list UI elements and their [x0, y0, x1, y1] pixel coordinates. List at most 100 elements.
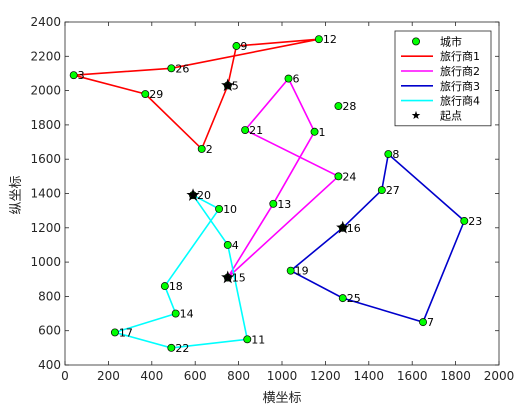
city-point [167, 343, 176, 352]
city-label: 23 [468, 215, 482, 228]
x-tick-label: 1800 [440, 369, 471, 383]
city-label: 25 [347, 292, 361, 305]
city-label: 18 [169, 280, 183, 293]
x-axis-ticks: 0 200 400 600 800 1000 1200 1400 1600 1800 2000 [61, 22, 514, 383]
city-label: 11 [251, 333, 265, 346]
city-point [286, 266, 295, 275]
city-label: 16 [347, 222, 361, 235]
y-tick-label: 1200 [30, 221, 61, 235]
y-tick-label: 1800 [30, 118, 61, 132]
city-label: 27 [386, 184, 400, 197]
x-tick-label: 1200 [310, 369, 341, 383]
city-label: 7 [427, 316, 434, 329]
legend-series-label: 旅行商4 [440, 94, 480, 108]
city-point [377, 186, 386, 195]
city-point [232, 42, 241, 50]
city-label: 29 [149, 88, 163, 101]
city-point [110, 328, 119, 337]
city-label: 2 [206, 143, 213, 156]
y-axis-label: 纵坐标 [9, 175, 24, 214]
x-tick-label: 800 [227, 369, 250, 383]
city-point [141, 90, 150, 98]
city-label: 22 [175, 342, 189, 355]
city-markers-layer [69, 35, 469, 352]
start-markers-layer [186, 78, 350, 284]
city-label: 6 [293, 73, 300, 86]
x-axis-label: 横坐标 [262, 391, 301, 406]
route-line-3 [289, 152, 466, 324]
y-tick-label: 600 [38, 324, 61, 338]
city-label: 3 [78, 69, 85, 82]
start-star [186, 188, 200, 201]
city-label: 26 [175, 62, 189, 75]
city-label: 1 [319, 126, 326, 139]
city-label: 4 [232, 239, 239, 252]
city-point [384, 150, 393, 159]
x-tick-label: 1600 [397, 369, 428, 383]
city-point [167, 64, 176, 73]
city-point [334, 172, 343, 181]
y-tick-label: 2400 [30, 15, 61, 29]
x-tick-label: 200 [97, 369, 120, 383]
x-tick-label: 0 [61, 369, 69, 383]
y-tick-label: 2000 [30, 84, 61, 98]
city-point [310, 127, 319, 136]
x-tick-label: 400 [140, 369, 163, 383]
start-star [221, 270, 235, 284]
y-tick-label: 1000 [30, 255, 61, 269]
legend-box [394, 30, 492, 127]
legend-city-label: 城市 [440, 34, 462, 48]
y-tick-label: 2200 [30, 49, 61, 63]
y-tick-label: 1400 [30, 187, 61, 201]
legend-start-marker [411, 110, 421, 120]
city-point [269, 199, 278, 208]
legend-start-label: 起点 [440, 109, 462, 122]
city-point [460, 216, 469, 225]
route-line-1 [73, 38, 320, 151]
y-axis-ticks: 400 600 800 1000 1200 1400 1600 1800 2000 2200 240… [30, 15, 499, 372]
city-point [69, 71, 78, 80]
city-label: 15 [232, 272, 246, 285]
y-tick-label: 800 [38, 289, 61, 303]
city-point [284, 74, 293, 83]
y-tick-label: 1600 [30, 152, 61, 166]
x-tick-label: 600 [184, 369, 207, 383]
start-star [221, 78, 235, 92]
city-point [171, 309, 180, 318]
city-labels-layer: 2345678910111213141516171819202122232425… [78, 33, 483, 355]
legend-city-marker [412, 37, 420, 46]
x-tick-label: 1400 [354, 369, 385, 383]
city-label: 24 [342, 170, 356, 183]
city-label: 12 [323, 33, 337, 46]
city-point [241, 126, 250, 134]
city-label: 19 [295, 265, 309, 278]
city-label: 21 [249, 124, 263, 137]
city-label: 17 [119, 326, 133, 339]
city-label: 13 [277, 198, 291, 211]
start-star [336, 220, 350, 234]
legend-series-label: 旅行商3 [440, 79, 480, 93]
city-label: 5 [232, 79, 239, 92]
city-label: 8 [392, 148, 399, 161]
city-point [419, 318, 427, 327]
city-label: 14 [180, 308, 194, 321]
city-label: 28 [342, 100, 356, 113]
legend-series-label: 旅行商1 [440, 49, 480, 63]
city-label: 10 [223, 203, 237, 216]
city-point [160, 282, 169, 291]
city-point [197, 144, 206, 153]
city-point [338, 294, 347, 303]
city-point [314, 35, 323, 44]
city-point [223, 240, 232, 249]
legend-series-label: 旅行商2 [440, 64, 480, 78]
x-tick-label: 1000 [267, 369, 298, 383]
city-point [243, 335, 252, 344]
city-point [215, 204, 224, 213]
city-label: 20 [197, 189, 211, 202]
city-point [334, 102, 343, 110]
x-tick-label: 2000 [484, 369, 515, 383]
y-tick-label: 400 [38, 358, 61, 372]
city-label: 9 [240, 40, 247, 53]
